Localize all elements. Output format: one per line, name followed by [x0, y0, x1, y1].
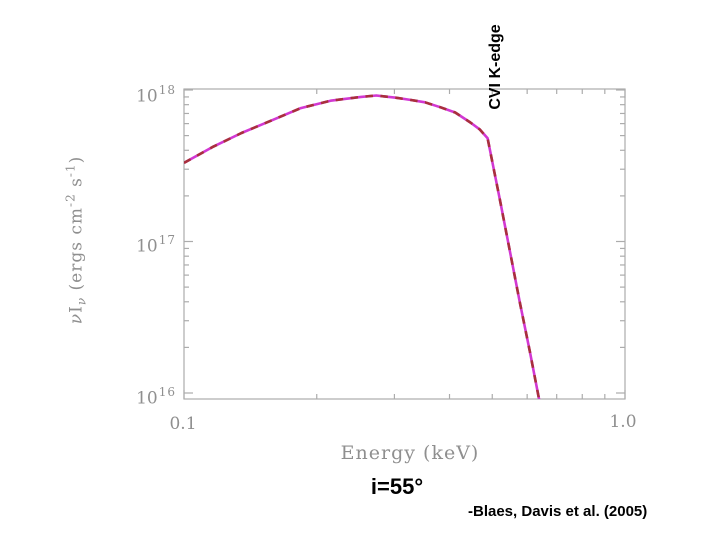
- ytick-base: 10: [136, 236, 158, 257]
- kedge-annotation: CVI K-edge: [487, 24, 504, 110]
- ytick-base: 10: [136, 388, 158, 409]
- y-axis-exp-cm: -2: [63, 193, 78, 207]
- credit-text: -Blaes, Davis et al. (2005): [468, 503, 648, 520]
- y-axis-nu: ν: [66, 312, 87, 325]
- ytick-exp: 17: [158, 233, 176, 247]
- ytick-1e18: 1018: [104, 80, 176, 108]
- spectrum-curve-solid: [184, 94, 541, 399]
- xtick-0p1: 0.1: [169, 414, 197, 434]
- inclination-caption: i=55°: [370, 474, 424, 499]
- y-axis-exp-s: -1: [63, 163, 78, 178]
- spectrum-curve-dashed: [184, 94, 541, 399]
- y-axis-nu-sub: ν: [74, 296, 89, 306]
- ytick-base: 10: [136, 86, 158, 107]
- ytick-1e16: 1016: [104, 382, 176, 410]
- y-axis-units-close: ): [66, 155, 87, 164]
- x-axis-title: Energy (keV): [340, 442, 480, 464]
- y-axis-title: νIν (ergs cm-2 s-1): [64, 156, 89, 324]
- ytick-1e17: 1017: [104, 230, 176, 258]
- ytick-exp: 16: [158, 385, 176, 399]
- plot-frame: [183, 88, 626, 400]
- y-axis-s: s: [66, 177, 87, 194]
- xtick-1p0: 1.0: [609, 412, 637, 432]
- y-axis-units-open: (ergs cm: [66, 206, 87, 297]
- ytick-exp: 18: [158, 83, 176, 97]
- y-axis-I: I: [66, 305, 87, 313]
